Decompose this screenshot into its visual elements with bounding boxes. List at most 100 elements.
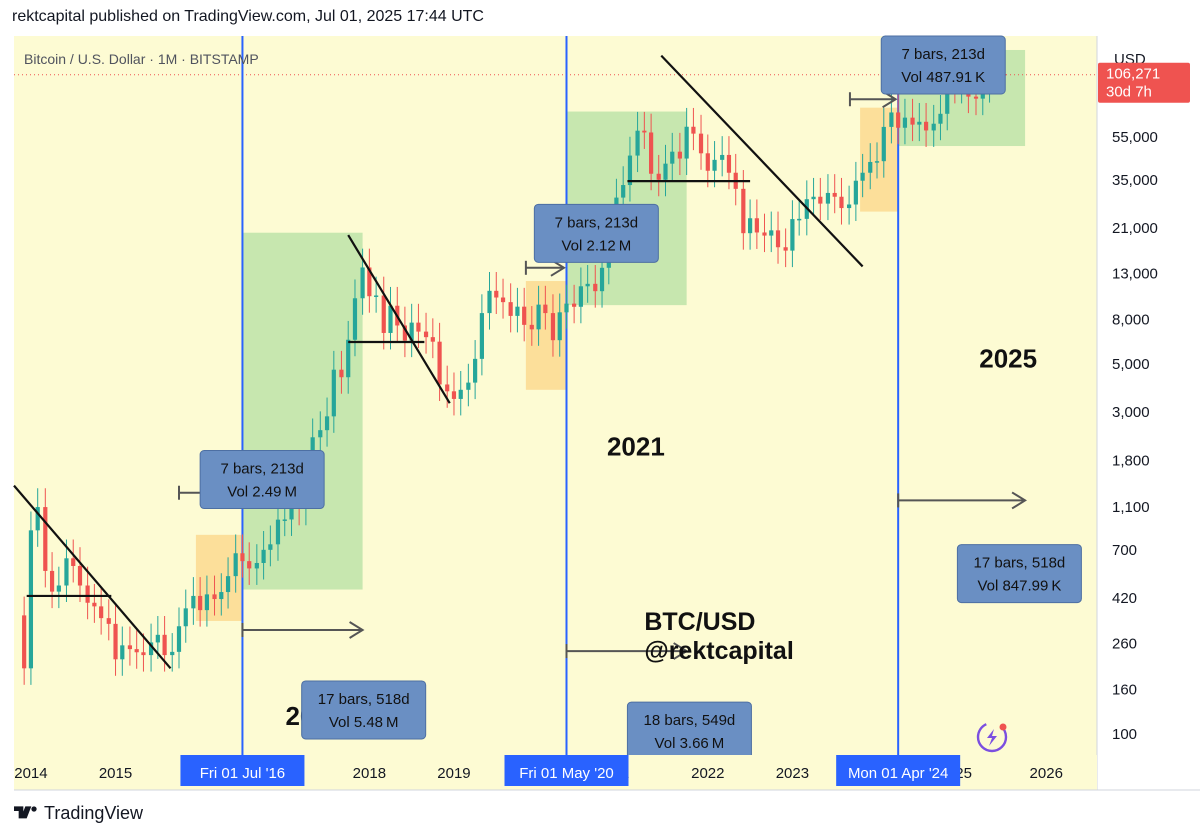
trendline [660,54,864,268]
arrow-head [1011,491,1027,510]
candle-body [120,645,125,660]
arrow-head [349,621,365,639]
candle-body [261,549,266,563]
callout-box[interactable]: 7 bars, 213d Vol 2.49 M [199,450,325,510]
candle-body [536,304,541,330]
candle-body [56,585,61,592]
candle-body [578,286,583,307]
trendlines [13,54,864,670]
candle-body [198,595,203,611]
halving-date-text: Fri 01 Jul '16 [200,765,285,782]
candle-body [148,642,154,656]
callout-bars: 18 bars, 549d [644,712,736,729]
candle-body [254,562,259,569]
candle-body [825,192,831,204]
rally-box [242,232,363,590]
callout-box[interactable]: 7 bars, 213d Vol 487.91 K [880,35,1006,95]
candle-body [931,123,936,131]
candle-body [339,369,344,378]
candle-body [318,430,323,438]
candle-body [705,153,710,171]
candle-body [487,290,492,314]
candle-body [593,283,598,292]
x-tick-label: 2023 [776,765,809,782]
candle-body [973,96,979,99]
arrow [241,621,365,639]
replay-icon[interactable] [976,721,1008,753]
callout-bg [301,680,427,740]
candle-body [945,83,950,114]
candle-body [473,358,478,383]
footer: TradingView [14,800,143,826]
callout-bars: 7 bars, 213d [555,214,638,231]
candle-body [811,196,816,200]
candle-body [28,530,34,669]
candle-body [134,649,139,653]
candle-body [691,126,696,134]
trendline [13,484,172,670]
candle-body [557,312,562,341]
callout-volume: Vol 2.12 M [561,237,631,254]
candle-body [35,507,40,531]
candle-body [374,295,379,297]
candle-body [466,382,471,390]
candle-body [409,322,414,341]
chart-plot-area[interactable] [14,36,1097,790]
callout-box[interactable]: 7 bars, 213d Vol 2.12 M [533,203,659,263]
current-price-value: 106,271 [1106,66,1160,83]
candle-body [423,331,429,338]
trendline [347,234,451,404]
callout-box[interactable]: 18 bars, 549d Vol 3.66 M [626,701,752,761]
candle-body [684,126,689,159]
callout-volume: Vol 2.49 M [227,484,297,501]
halving-date-text: Mon 01 Apr '24 [848,765,948,782]
replay-ring [976,721,1008,753]
callout-bg [956,544,1082,604]
y-tick-label: 100 [1112,726,1137,743]
candle-body [451,391,457,399]
halving-date-label[interactable]: Fri 01 Jul '16 [180,755,305,786]
candle-body [381,295,386,333]
halving-date-label[interactable]: Fri 01 May '20 [504,755,629,786]
candle-body [183,608,188,627]
footer-brand: TradingView [44,802,144,823]
candle-body [889,112,894,127]
x-tick-label: 2015 [99,765,132,782]
candle-body [881,126,886,162]
arrow [897,491,1027,510]
callout-bars: 7 bars, 213d [902,46,985,63]
y-tick-label: 1,800 [1112,452,1150,469]
x-tick-label: 2026 [1030,765,1063,782]
candle-body [219,592,224,600]
candle-body [43,507,48,571]
candle-body [240,553,245,562]
publisher-line: rektcapital published on TradingView.com… [12,8,484,25]
candle-body [910,117,915,125]
candle-body [868,161,873,173]
callout-bars: 17 bars, 518d [974,555,1066,572]
callout-box[interactable]: 17 bars, 518d Vol 5.48 M [301,680,427,740]
candle-body [289,499,294,520]
callouts: 7 bars, 213d Vol 2.49 M 17 bars, 518d Vol 5… [199,35,1082,761]
candle-body [437,341,442,385]
callout-box[interactable]: 17 bars, 518d Vol 847.99 K [956,544,1082,604]
candle-body [726,154,732,173]
axes: USD55,00035,00021,00013,0008,0005,0003,0… [14,36,1200,791]
candle-body [64,558,69,586]
candle-body [77,565,83,586]
callout-bars: 7 bars, 213d [220,461,303,478]
y-tick-label: 5,000 [1112,356,1150,373]
candle-body [585,283,590,287]
current-price-tag [1098,62,1190,103]
candle-body [754,218,759,233]
halving-date-label[interactable]: Mon 01 Apr '24 [836,755,961,786]
halving-date-bg [180,755,305,786]
candle-body [769,230,774,236]
candle-body [896,112,901,128]
candle-body [113,623,118,660]
candle-body [853,180,858,205]
candle-body [430,337,435,342]
candle-body [416,322,421,332]
candle-body [176,626,182,652]
